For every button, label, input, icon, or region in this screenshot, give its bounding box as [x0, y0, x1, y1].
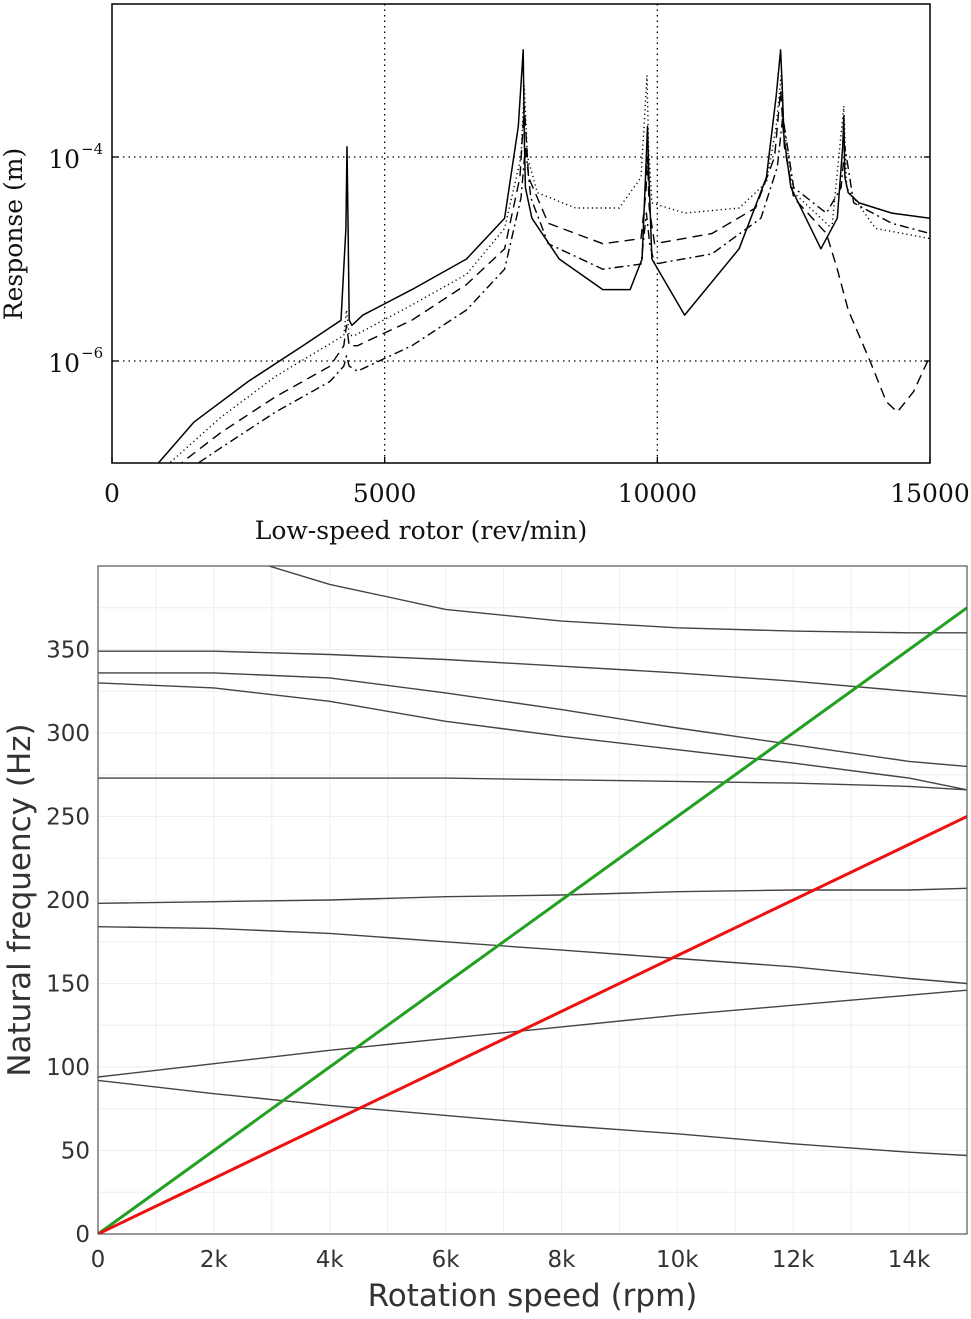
- series-line-solid: [157, 49, 930, 463]
- y-tick-label-base: 10: [48, 349, 80, 378]
- series-line-excitation-line: [98, 815, 967, 1234]
- y-tick-label: 100: [46, 1055, 90, 1081]
- y-tick-label-exponent: −4: [81, 140, 103, 158]
- x-tick-label: 15000: [890, 479, 970, 508]
- x-tick-label: 6k: [432, 1247, 461, 1273]
- x-tick-label: 8k: [547, 1247, 576, 1273]
- y-tick-label: 300: [46, 721, 90, 747]
- series-line-mode-6: [98, 682, 967, 791]
- x-tick-label: 10000: [618, 479, 698, 508]
- y-tick-label: 50: [61, 1139, 90, 1165]
- x-tick-label: 0: [104, 479, 120, 508]
- x-tick-label: 2k: [200, 1247, 229, 1273]
- series-line-mode-2: [98, 989, 967, 1078]
- x-tick-label: 10k: [656, 1247, 699, 1273]
- series-line-mode-4: [98, 887, 967, 904]
- series-line-mode-3: [98, 926, 967, 985]
- series-line-mode-7: [98, 672, 967, 768]
- x-tick-label: 0: [91, 1247, 106, 1273]
- plot-frame: [111, 3, 931, 464]
- y-tick-label: 250: [46, 805, 90, 831]
- series-line-mode-5: [98, 777, 967, 791]
- y-tick-label-base: 10: [48, 145, 80, 174]
- series-line-1x-excitation: [98, 606, 967, 1234]
- y-tick-label: 200: [46, 888, 90, 914]
- series-line-dotted: [168, 74, 930, 463]
- series-line-dashed: [180, 89, 930, 463]
- x-axis-label: Rotation speed (rpm): [368, 1278, 698, 1314]
- x-axis-label: Low-speed rotor (rev/min): [255, 516, 587, 545]
- y-tick-label-exponent: −6: [81, 344, 103, 362]
- x-tick-label: 4k: [316, 1247, 345, 1273]
- y-axis-label: Response (m): [0, 148, 28, 320]
- series-line-mode-9: [266, 566, 967, 634]
- x-tick-label: 5000: [353, 479, 417, 508]
- x-tick-label: 12k: [772, 1247, 815, 1273]
- series-line-dash-dot: [196, 115, 930, 463]
- y-tick-label: 150: [46, 972, 90, 998]
- series-line-mode-8: [98, 650, 967, 697]
- y-tick-label: 0: [75, 1222, 90, 1248]
- series-line-mode-1: [98, 1079, 967, 1157]
- y-axis-label: Natural frequency (Hz): [2, 723, 38, 1076]
- plot-frame: [97, 565, 968, 1235]
- x-tick-label: 14k: [888, 1247, 931, 1273]
- y-tick-label: 350: [46, 638, 90, 664]
- natural-frequency-chart: 0 2k 4k 6k 8k 10k 12k 14k 0 50 100 150 200 250 300 350 R…: [2, 565, 968, 1314]
